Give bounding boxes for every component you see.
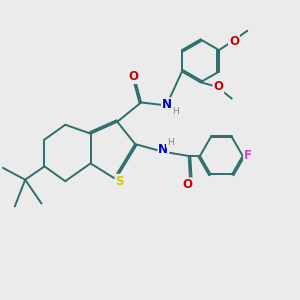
Text: O: O — [129, 70, 139, 83]
Text: H: H — [172, 107, 178, 116]
Text: H: H — [167, 138, 174, 147]
Text: O: O — [182, 178, 192, 191]
Text: S: S — [116, 175, 124, 188]
Text: F: F — [244, 149, 252, 162]
Text: O: O — [229, 35, 239, 48]
Text: O: O — [213, 80, 224, 93]
Text: N: N — [162, 98, 172, 111]
Text: N: N — [158, 142, 168, 156]
